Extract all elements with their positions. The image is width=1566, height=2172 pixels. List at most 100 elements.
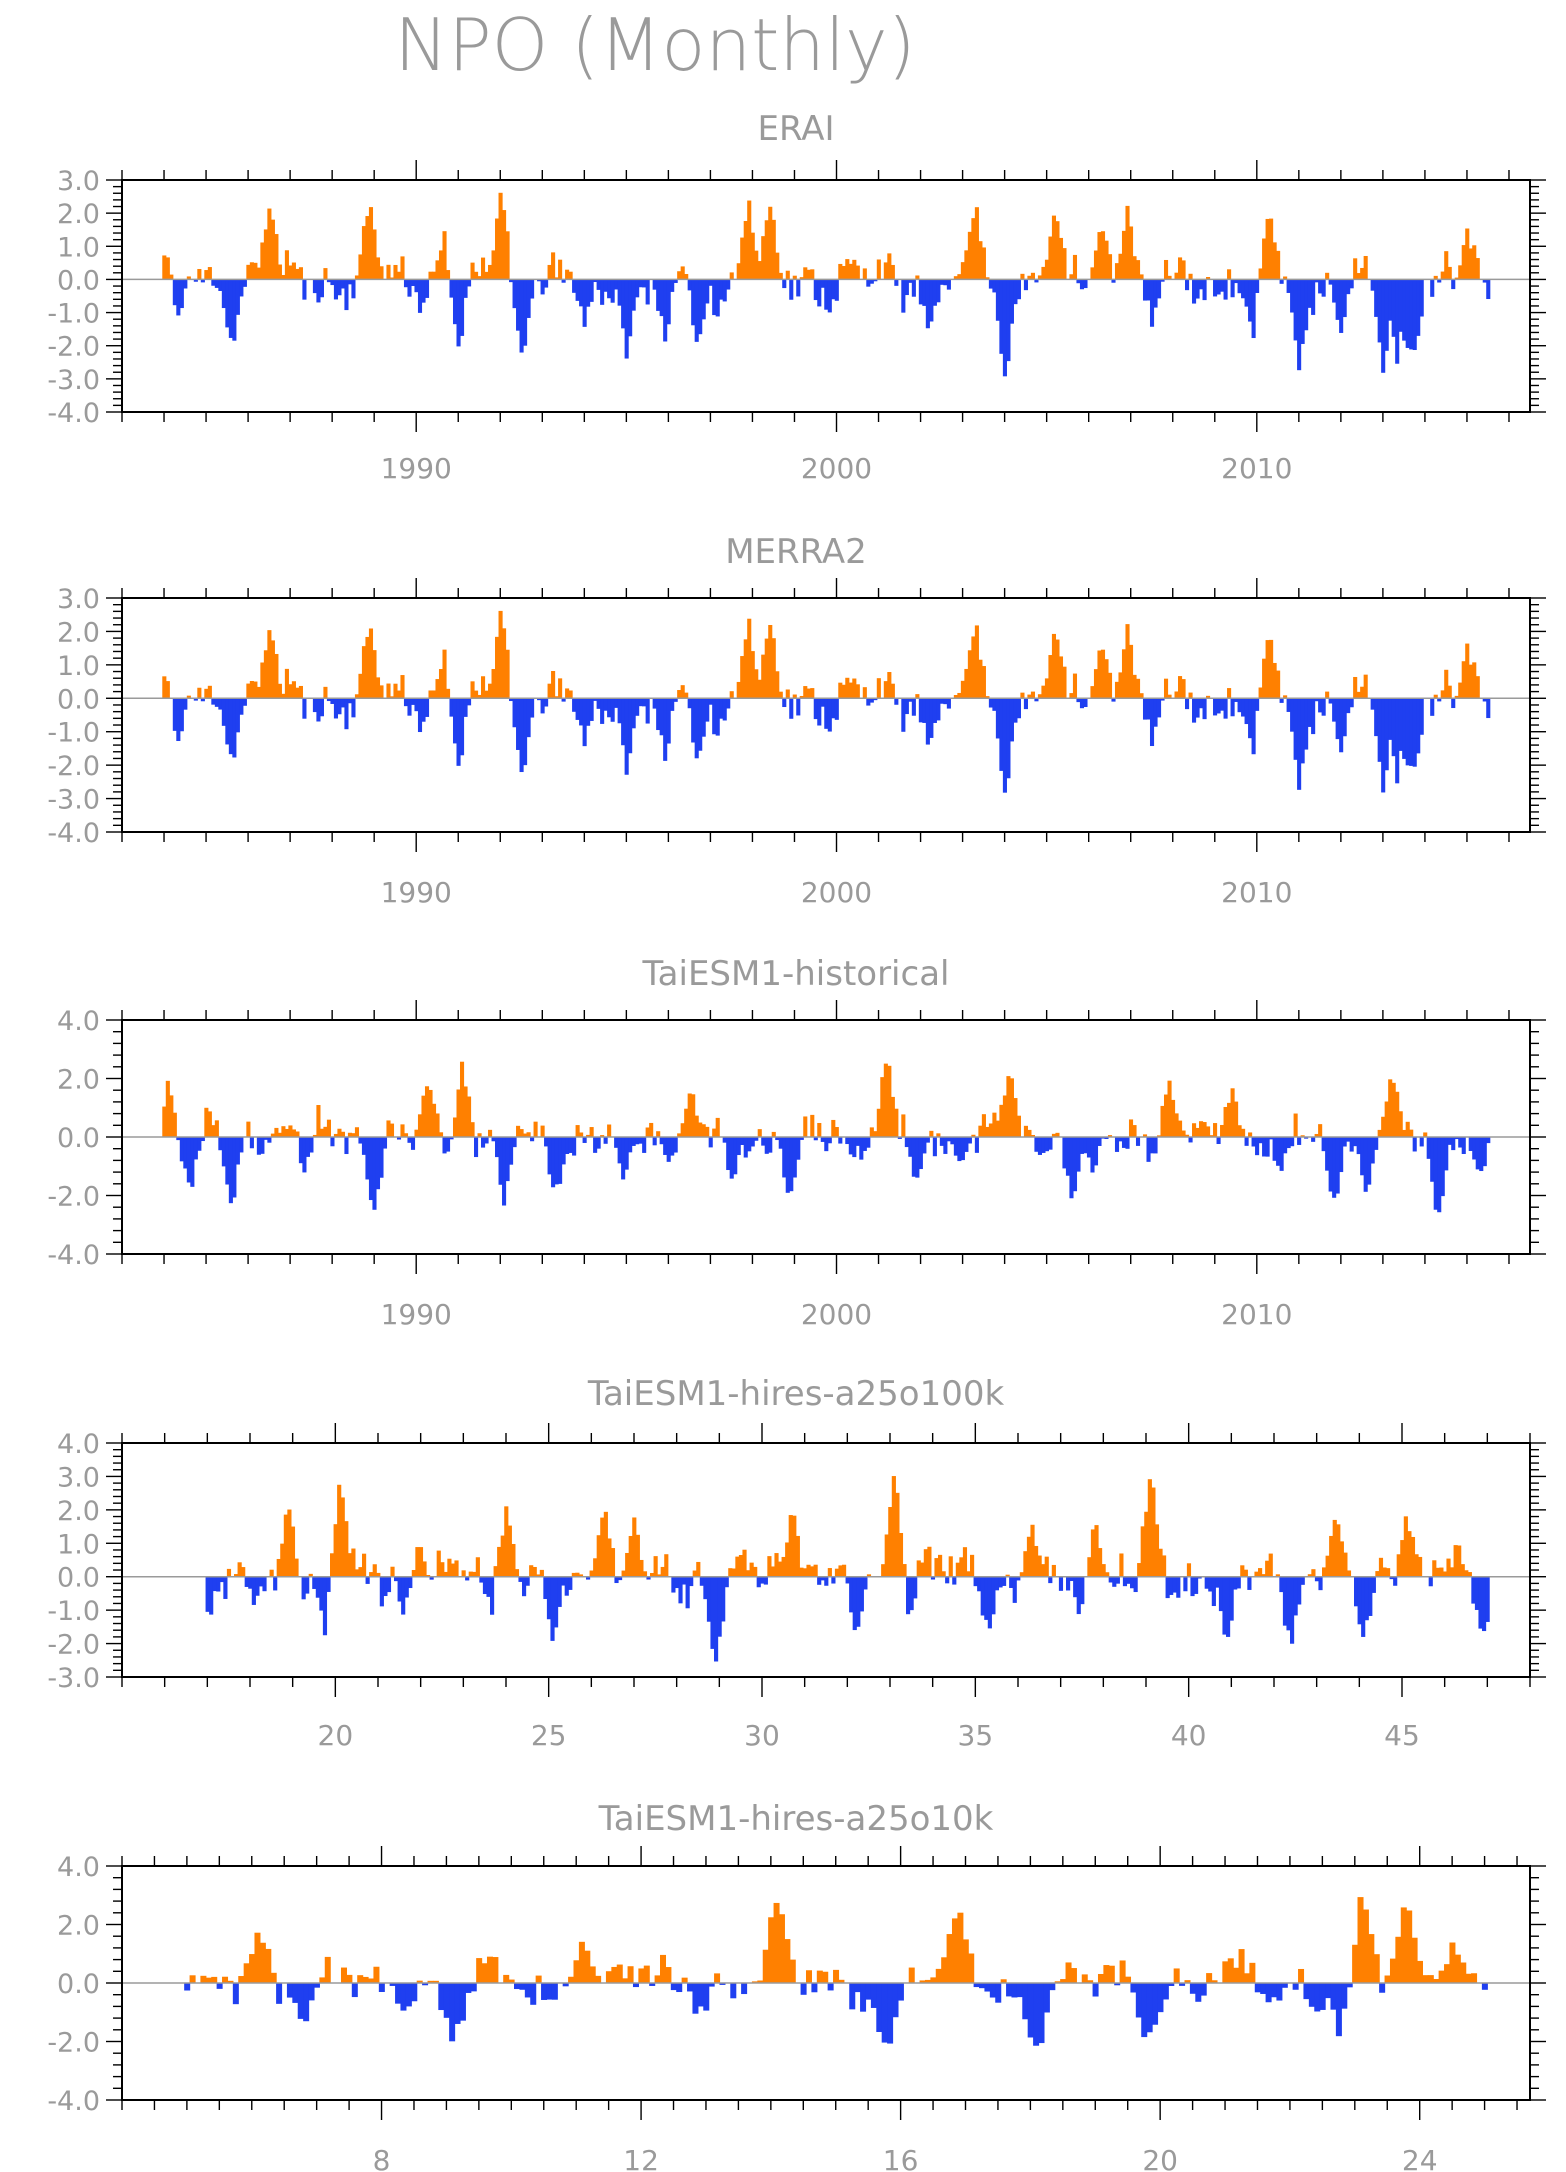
negative-bar <box>1335 1983 1342 2037</box>
x-tick-label: 2000 <box>801 1298 872 1331</box>
positive-bar <box>288 265 293 280</box>
positive-bar <box>277 683 282 699</box>
positive-bar <box>736 681 741 699</box>
positive-bar <box>1044 1556 1049 1577</box>
positive-bar <box>189 1975 196 1983</box>
negative-bar <box>1346 1983 1353 1988</box>
positive-bar <box>1261 1574 1266 1577</box>
positive-bar <box>459 1061 465 1137</box>
positive-bar <box>1227 688 1232 699</box>
positive-bar <box>333 1133 338 1137</box>
x-tick-label: 1990 <box>381 1298 452 1331</box>
positive-bar <box>731 1568 736 1577</box>
negative-bar <box>1325 1983 1332 1999</box>
y-tick-label: 2.0 <box>57 199 100 230</box>
negative-bar <box>1482 1137 1487 1167</box>
positive-bar <box>1034 1545 1039 1577</box>
positive-bar <box>1107 254 1113 280</box>
positive-bar <box>1410 1536 1416 1577</box>
positive-bar <box>1206 1973 1213 1983</box>
negative-bar <box>1433 1137 1438 1210</box>
positive-bar <box>1461 661 1466 699</box>
negative-bar <box>1318 1576 1323 1591</box>
positive-bar <box>930 1977 937 1983</box>
negative-bar <box>624 1137 629 1170</box>
positive-bar <box>502 210 507 280</box>
positive-bar <box>806 1564 811 1577</box>
positive-bar <box>1396 1554 1401 1577</box>
positive-bar <box>357 1975 364 1983</box>
positive-bar <box>1454 695 1459 699</box>
negative-bar <box>1286 1137 1291 1149</box>
negative-bar <box>404 1576 409 1598</box>
negative-bar <box>389 1983 396 1986</box>
negative-bar <box>756 1576 761 1588</box>
negative-bar <box>782 279 787 289</box>
y-tick-label: -4.0 <box>47 1240 100 1271</box>
positive-bar <box>575 1125 580 1137</box>
negative-bar <box>1286 279 1291 293</box>
negative-bar <box>1276 1983 1283 2001</box>
positive-bar <box>1090 1529 1096 1577</box>
negative-bar <box>530 1983 537 2005</box>
positive-bar <box>795 1535 800 1577</box>
negative-bar <box>1304 1137 1309 1139</box>
positive-bar <box>784 1939 791 1983</box>
positive-bar <box>344 1521 349 1577</box>
positive-bar <box>1332 1519 1337 1577</box>
positive-bar <box>1103 1965 1110 1983</box>
negative-bar <box>666 1137 671 1162</box>
positive-bar <box>259 1942 266 1983</box>
negative-bar <box>918 698 923 723</box>
negative-bar <box>869 698 874 703</box>
negative-bar <box>176 1137 181 1141</box>
negative-bar <box>244 1576 249 1587</box>
negative-bar <box>811 1983 818 1993</box>
negative-bar <box>1111 698 1116 702</box>
positive-bar <box>1005 1574 1010 1577</box>
negative-bar <box>873 279 878 282</box>
positive-bar <box>428 271 433 280</box>
negative-bar <box>1402 279 1407 341</box>
x-tick-label: 45 <box>1384 1719 1420 1752</box>
positive-bar <box>962 1547 968 1577</box>
negative-bar <box>1169 1576 1174 1595</box>
positive-bar <box>197 687 202 699</box>
negative-bar <box>953 1137 958 1156</box>
negative-bar <box>824 698 829 729</box>
negative-bar <box>1271 1983 1278 1998</box>
negative-bar <box>1097 1137 1102 1146</box>
negative-bar <box>1335 1137 1340 1194</box>
negative-bar <box>859 1576 864 1612</box>
negative-bar <box>183 279 188 289</box>
negative-bar <box>863 1576 868 1590</box>
negative-bar <box>1023 279 1028 291</box>
positive-bar <box>319 1128 324 1137</box>
positive-bar <box>628 1535 633 1577</box>
positive-bar <box>1030 1134 1035 1137</box>
negative-bar <box>302 279 307 300</box>
negative-bar <box>936 698 941 721</box>
positive-bar <box>803 1116 808 1137</box>
negative-bar <box>593 698 598 701</box>
positive-bar <box>1384 1101 1389 1137</box>
positive-bar <box>1107 672 1113 699</box>
positive-bar <box>953 276 958 280</box>
positive-bar <box>1162 1555 1167 1577</box>
negative-bar <box>1265 1983 1272 2003</box>
negative-bar <box>789 279 794 300</box>
negative-bar <box>1125 1137 1130 1149</box>
positive-bar <box>533 1121 538 1137</box>
negative-bar <box>628 698 633 754</box>
positive-bar <box>1227 1102 1232 1137</box>
negative-bar <box>546 1983 553 2000</box>
positive-bar <box>1243 1569 1248 1577</box>
negative-bar <box>403 698 409 707</box>
positive-bar <box>650 1573 655 1577</box>
positive-bar <box>269 1569 274 1577</box>
positive-bar <box>205 1977 212 1983</box>
positive-bar <box>778 1561 783 1577</box>
positive-bar <box>1135 678 1141 699</box>
negative-bar <box>378 1983 385 1992</box>
